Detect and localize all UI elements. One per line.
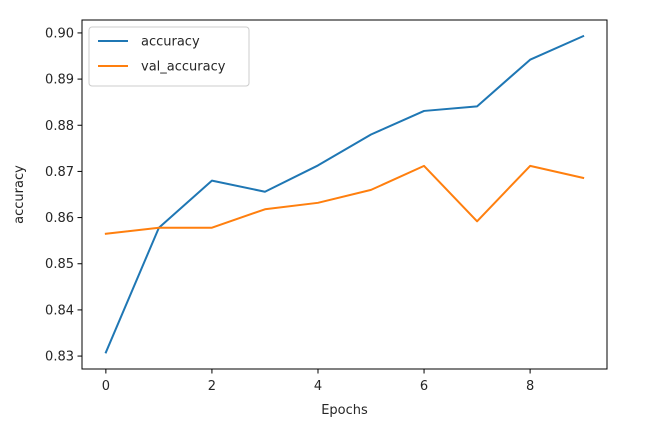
y-tick-label: 0.89	[45, 73, 74, 88]
legend-label-accuracy: accuracy	[141, 35, 200, 50]
legend-box	[88, 26, 250, 87]
y-tick-label: 0.85	[45, 257, 74, 272]
x-tick-label: 6	[420, 379, 428, 394]
y-tick-label: 0.90	[45, 26, 74, 41]
x-tick-label: 0	[102, 379, 110, 394]
x-tick-label: 2	[208, 379, 216, 394]
legend: accuracy val_accuracy	[88, 26, 250, 87]
legend-label-val-accuracy: val_accuracy	[141, 60, 226, 75]
series-line-val-accuracy	[104, 164, 585, 235]
x-tick-label: 4	[314, 379, 322, 394]
series-layer	[104, 34, 585, 354]
x-axis-ticks: 0 2 4 6 8	[102, 369, 534, 394]
y-axis-label: accuracy	[12, 165, 27, 224]
series-line-accuracy	[104, 34, 585, 354]
y-tick-label: 0.83	[45, 350, 74, 365]
plot-frame	[81, 19, 608, 370]
y-tick-label: 0.84	[45, 303, 74, 318]
x-tick-label: 8	[526, 379, 534, 394]
y-tick-label: 0.87	[45, 165, 74, 180]
y-tick-label: 0.86	[45, 211, 74, 226]
x-axis-label: Epochs	[321, 403, 368, 418]
y-tick-label: 0.88	[45, 119, 74, 134]
y-axis-ticks: 0.83 0.84 0.85 0.86 0.87 0.88 0.89 0.90	[45, 26, 82, 365]
